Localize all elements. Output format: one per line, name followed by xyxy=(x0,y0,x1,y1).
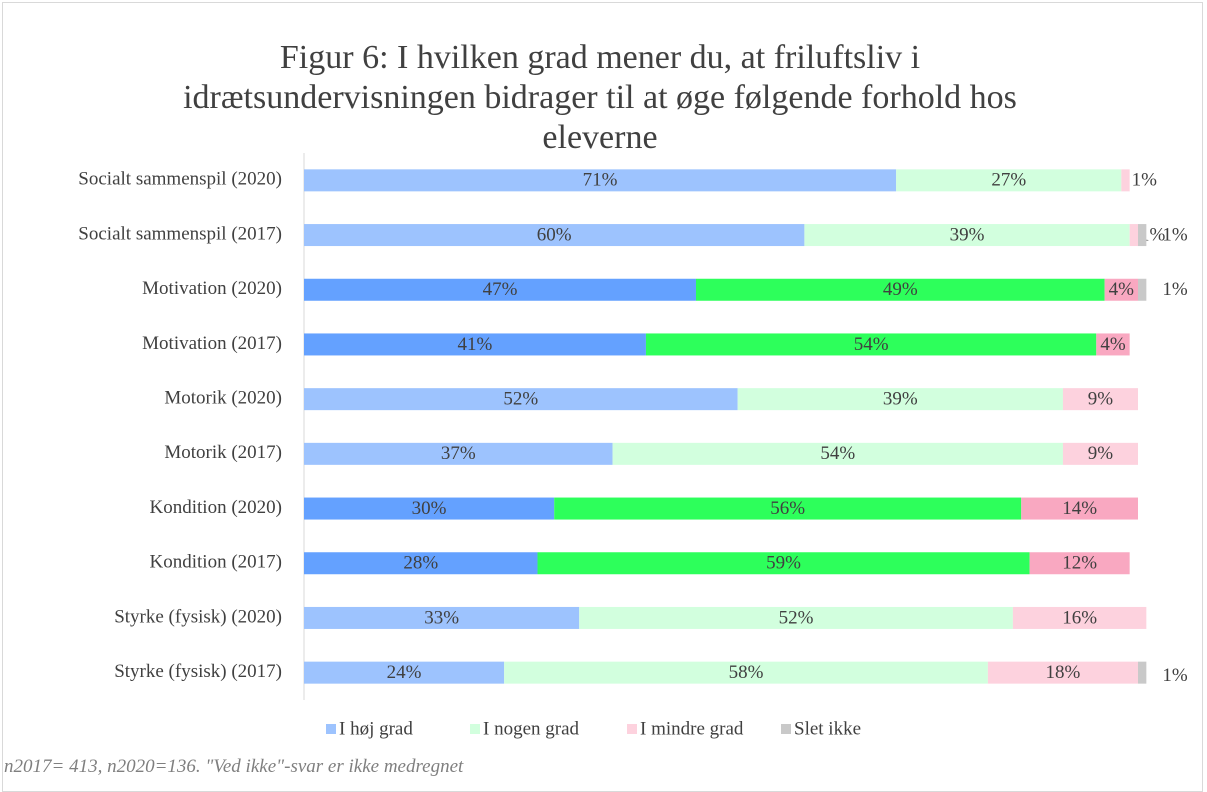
value-label: 30% xyxy=(412,498,447,519)
value-label: 4% xyxy=(1100,334,1126,355)
value-label: 33% xyxy=(424,607,459,628)
y-tick-label: Motorik (2020) xyxy=(164,388,282,409)
bar-segment xyxy=(896,169,1122,192)
bar-segment xyxy=(987,661,1138,684)
bar-segment xyxy=(1138,661,1147,684)
bar-segment xyxy=(304,333,646,356)
bar-segment xyxy=(695,278,1105,301)
footnote: n2017= 413, n2020=136. "Ved ikke"-svar e… xyxy=(4,756,464,777)
value-label: 54% xyxy=(820,443,855,464)
bar-segment xyxy=(304,497,555,520)
bar-segment xyxy=(304,606,580,629)
legend-swatch xyxy=(326,724,336,734)
legend-label: I mindre grad xyxy=(640,718,744,739)
legend-label: I nogen grad xyxy=(483,718,580,739)
value-label: 18% xyxy=(1046,662,1081,683)
bar-segment xyxy=(1012,606,1147,629)
bar-segment xyxy=(804,224,1130,247)
y-tick-label: Kondition (2017) xyxy=(150,552,282,573)
bar-segment xyxy=(537,552,1030,575)
y-tick-label: Motivation (2017) xyxy=(142,333,282,354)
bar-segment xyxy=(1121,169,1130,192)
value-label: 49% xyxy=(883,279,918,300)
bar-segment xyxy=(1129,224,1138,247)
y-tick-label: Motorik (2017) xyxy=(164,442,282,463)
bar-segment xyxy=(304,278,696,301)
value-label: 58% xyxy=(729,662,764,683)
value-label: 1% xyxy=(1162,279,1188,300)
value-label: 41% xyxy=(458,334,493,355)
legend-swatch xyxy=(470,724,480,734)
bar-segment xyxy=(1062,442,1138,465)
bar-segment xyxy=(579,606,1013,629)
y-tick-label: Socialt sammenspil (2017) xyxy=(78,223,282,244)
value-label: 14% xyxy=(1062,498,1097,519)
value-label: 39% xyxy=(950,224,985,245)
value-label: 1% xyxy=(1162,665,1188,686)
bar-segment xyxy=(1062,388,1138,411)
value-label: 1% xyxy=(1140,224,1166,245)
bar-segment xyxy=(304,442,613,465)
value-label: 9% xyxy=(1088,389,1114,410)
legend-label: I høj grad xyxy=(339,718,413,739)
value-label: 52% xyxy=(503,389,538,410)
value-label: 59% xyxy=(766,553,801,574)
value-label: 37% xyxy=(441,443,476,464)
y-tick-label: Styrke (fysisk) (2020) xyxy=(114,606,282,627)
value-label: 39% xyxy=(883,389,918,410)
value-label: 27% xyxy=(991,170,1026,191)
bar-segment xyxy=(304,388,738,411)
value-label: 47% xyxy=(483,279,518,300)
bar-segment xyxy=(1021,497,1138,520)
value-label: 12% xyxy=(1062,553,1097,574)
value-label: 28% xyxy=(403,553,438,574)
y-tick-label: Styrke (fysisk) (2017) xyxy=(114,661,282,682)
legend-swatch xyxy=(627,724,637,734)
value-label: 16% xyxy=(1062,607,1097,628)
chart-title: Figur 6: I hvilken grad mener du, at fri… xyxy=(183,39,1017,156)
bar-segment xyxy=(1138,278,1147,301)
bar-segment xyxy=(737,388,1063,411)
value-label: 1% xyxy=(1132,170,1158,191)
bar-segment xyxy=(304,552,538,575)
bar-segment xyxy=(304,169,897,192)
bar-segment xyxy=(504,661,988,684)
bar-segment xyxy=(304,661,505,684)
value-label: 54% xyxy=(854,334,889,355)
bar-segment xyxy=(1104,278,1138,301)
value-label: 71% xyxy=(583,170,618,191)
value-label: 56% xyxy=(770,498,805,519)
bar-segment xyxy=(645,333,1097,356)
bar-segment xyxy=(554,497,1022,520)
legend-label: Slet ikke xyxy=(794,718,861,739)
value-label: 60% xyxy=(537,224,572,245)
bar-segment xyxy=(1096,333,1130,356)
value-label: 4% xyxy=(1109,279,1135,300)
y-tick-label: Socialt sammenspil (2020) xyxy=(78,169,282,190)
y-tick-label: Motivation (2020) xyxy=(142,278,282,299)
y-tick-label: Kondition (2020) xyxy=(150,497,282,518)
legend-swatch xyxy=(781,724,791,734)
bar-segment xyxy=(1138,224,1147,247)
value-label: 9% xyxy=(1088,443,1114,464)
bar-segment xyxy=(612,442,1063,465)
value-label: 52% xyxy=(779,607,814,628)
value-label: 1% xyxy=(1162,224,1188,245)
bar-segment xyxy=(304,224,805,247)
bar-segment xyxy=(1029,552,1130,575)
value-label: 24% xyxy=(387,662,422,683)
